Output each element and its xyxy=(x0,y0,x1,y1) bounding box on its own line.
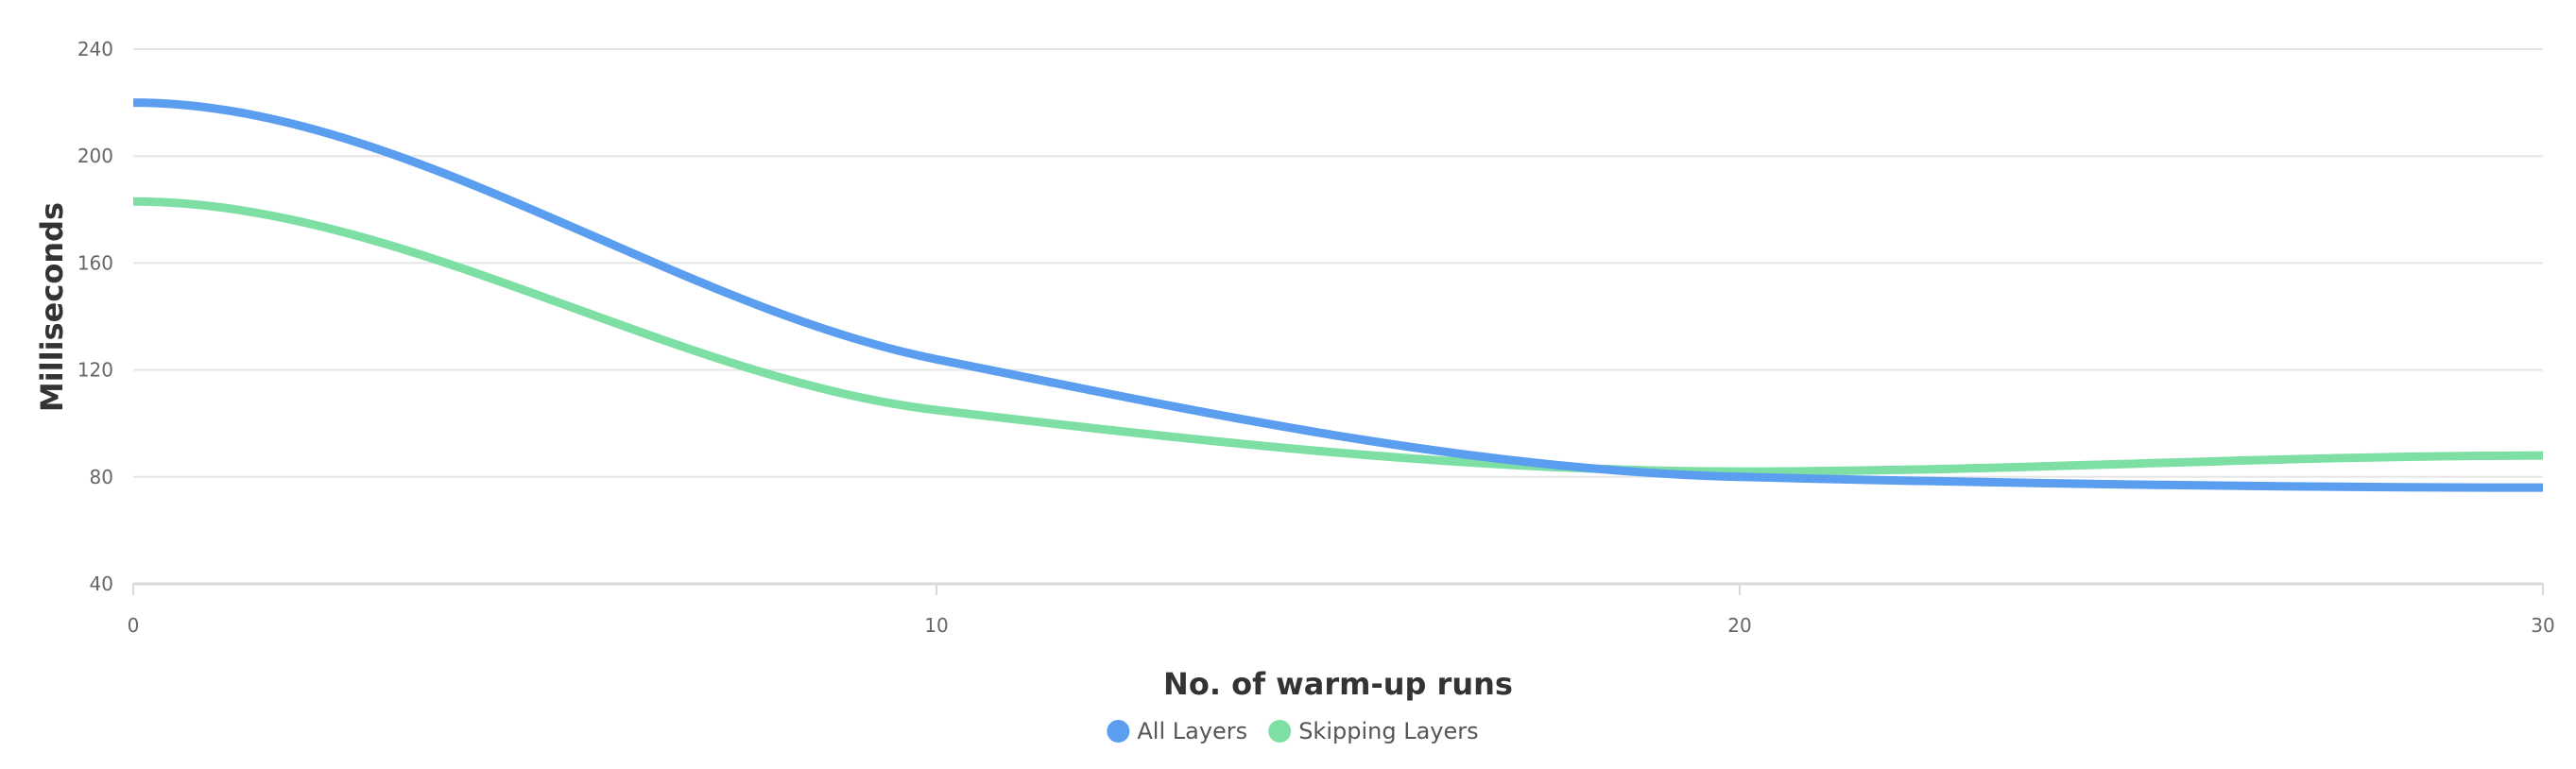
series-line-all-layers xyxy=(132,98,2544,492)
x-tick-label-0: 0 xyxy=(128,614,140,637)
y-tick-label-160: 160 xyxy=(77,251,113,274)
legend-label-all-layers: All Layers xyxy=(1137,718,1247,744)
x-axis-title: No. of warm-up runs xyxy=(1163,666,1513,702)
y-tick-label-200: 200 xyxy=(77,145,113,167)
y-tick-label-240: 240 xyxy=(77,38,113,60)
series-layer xyxy=(132,98,2544,492)
y-tick-label-120: 120 xyxy=(77,359,113,382)
legend-item-skipping-layers[interactable]: Skipping Layers xyxy=(1268,718,1479,744)
grid-layer xyxy=(133,48,2543,478)
legend-marker-all-layers xyxy=(1107,720,1130,743)
y-tick-label-40: 40 xyxy=(90,572,113,595)
x-tick-label-10: 10 xyxy=(924,614,948,637)
legend: All Layers Skipping Layers xyxy=(1107,718,1479,744)
legend-item-all-layers[interactable]: All Layers xyxy=(1107,718,1247,744)
legend-label-skipping-layers: Skipping Layers xyxy=(1298,718,1478,744)
axis-layer: 40 80 120 160 200 240 0 10 20 30 xyxy=(77,38,2555,637)
legend-marker-skipping-layers xyxy=(1268,720,1292,743)
series-line-skipping-layers xyxy=(132,197,2544,476)
x-tick-label-20: 20 xyxy=(1727,614,1751,637)
y-axis-title: Milliseconds xyxy=(34,202,70,412)
x-tick-label-30: 30 xyxy=(2531,614,2554,637)
label-layer: Milliseconds No. of warm-up runs xyxy=(34,202,1513,702)
y-tick-label-80: 80 xyxy=(90,466,113,488)
